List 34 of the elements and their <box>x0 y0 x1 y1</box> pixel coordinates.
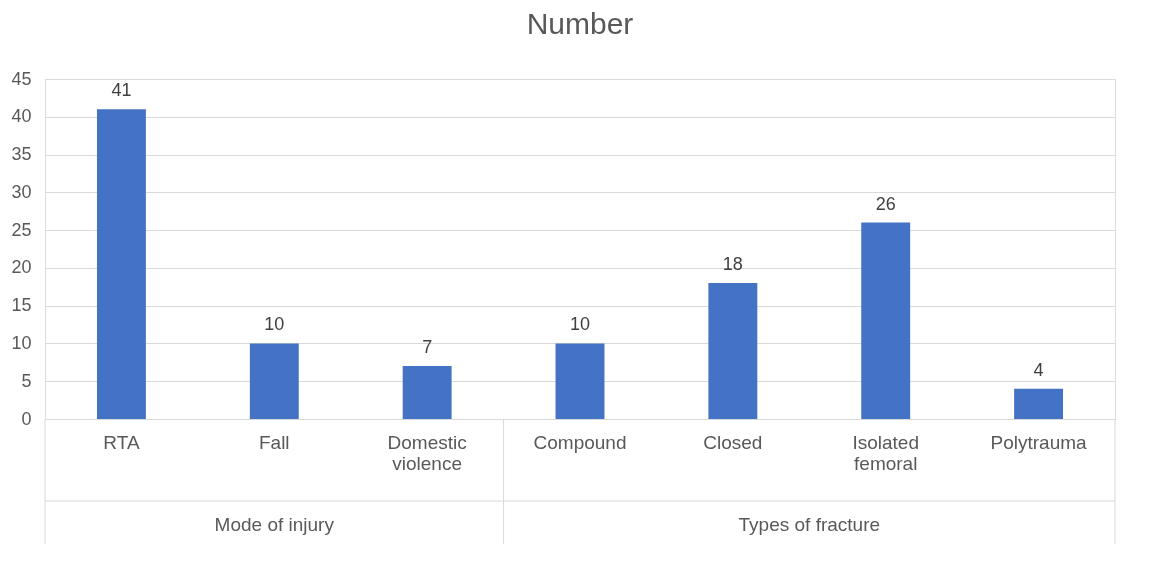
x-tick-label: Domestic violence <box>387 431 467 474</box>
data-label: 10 <box>264 314 285 335</box>
x-tick-label: Compound <box>533 431 627 453</box>
bar <box>96 109 146 419</box>
y-tick-label: 25 <box>11 219 32 240</box>
y-tick-label: 5 <box>21 370 32 391</box>
text: Types of fracture <box>738 514 881 535</box>
y-tick-label: 15 <box>11 295 32 316</box>
x-tick-label: Isolated femoral <box>852 431 919 474</box>
data-label: 26 <box>875 193 896 214</box>
bar <box>861 222 911 419</box>
bar <box>249 343 299 419</box>
x-tick-label: RTA <box>103 431 140 453</box>
x-tick-label: Fall <box>258 431 290 453</box>
y-tick-label: 10 <box>11 332 32 353</box>
data-label: 18 <box>722 254 743 274</box>
y-tick-label: 0 <box>21 408 32 429</box>
text: Mode of injury <box>214 514 335 535</box>
x-tick-label: Polytrauma <box>990 431 1088 453</box>
bar <box>555 343 605 419</box>
data-label: 41 <box>111 80 132 101</box>
bar <box>708 283 758 419</box>
bar <box>1014 388 1064 419</box>
y-tick-label: 40 <box>11 106 32 127</box>
bar <box>402 366 452 419</box>
x-tick-label: Closed <box>703 431 763 453</box>
data-label: 7 <box>422 337 433 358</box>
data-label: 10 <box>569 314 591 335</box>
y-tick-label: 30 <box>11 181 32 202</box>
y-tick-label: 45 <box>11 68 32 89</box>
chart-title: Number <box>526 7 634 40</box>
y-tick-label: 20 <box>11 257 32 278</box>
data-label: 4 <box>1033 359 1044 380</box>
y-tick-label: 35 <box>11 144 32 165</box>
